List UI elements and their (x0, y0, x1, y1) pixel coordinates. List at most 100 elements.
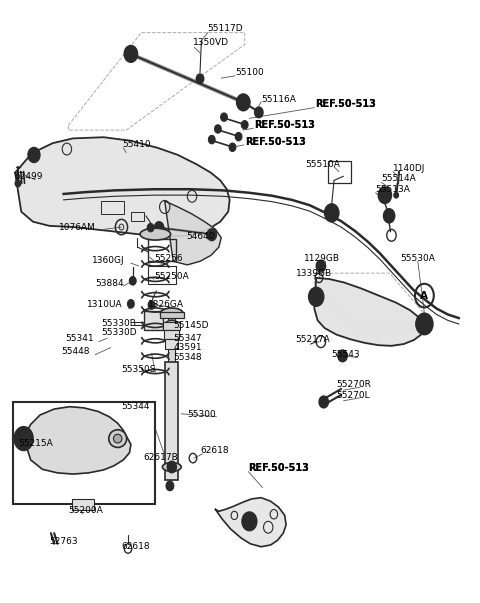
Text: REF.50-513: REF.50-513 (315, 99, 376, 109)
Polygon shape (15, 137, 229, 236)
Text: 55347: 55347 (173, 334, 202, 343)
Text: 62499: 62499 (14, 172, 43, 181)
Text: 55300: 55300 (187, 409, 216, 418)
Ellipse shape (160, 308, 183, 318)
Text: 55341: 55341 (65, 334, 94, 343)
Text: 54640: 54640 (186, 232, 215, 241)
Text: 1140DJ: 1140DJ (393, 163, 425, 172)
Circle shape (155, 222, 164, 233)
Polygon shape (216, 497, 286, 547)
Text: 55270R: 55270R (336, 380, 372, 389)
Text: A: A (420, 291, 428, 300)
Circle shape (254, 107, 263, 118)
Bar (168, 316, 175, 370)
Text: 55217A: 55217A (296, 335, 330, 344)
Text: REF.50-513: REF.50-513 (245, 137, 306, 147)
Text: REF.50-513: REF.50-513 (245, 137, 306, 147)
Text: 55410: 55410 (122, 140, 151, 149)
Text: 1310UA: 1310UA (87, 300, 123, 309)
Polygon shape (165, 201, 221, 265)
Circle shape (229, 143, 236, 151)
Circle shape (394, 192, 398, 198)
Bar (131, 212, 144, 221)
Bar (144, 311, 163, 330)
Text: 55448: 55448 (61, 347, 90, 356)
Text: 55145D: 55145D (173, 321, 209, 330)
Circle shape (215, 125, 221, 133)
Circle shape (148, 301, 155, 309)
Circle shape (208, 136, 215, 144)
Circle shape (124, 46, 137, 62)
Text: REF.50-513: REF.50-513 (249, 463, 309, 473)
Text: REF.50-513: REF.50-513 (254, 120, 315, 130)
Circle shape (246, 517, 252, 525)
Polygon shape (24, 406, 131, 474)
Circle shape (19, 433, 28, 444)
Ellipse shape (113, 434, 122, 443)
Text: 62617B: 62617B (144, 453, 178, 463)
Text: 1339GB: 1339GB (296, 269, 332, 278)
Circle shape (221, 113, 228, 121)
Bar (328, 161, 351, 183)
Text: 55330D: 55330D (101, 328, 137, 337)
Circle shape (130, 277, 136, 285)
Circle shape (313, 292, 320, 301)
Circle shape (166, 481, 174, 491)
Text: 55330B: 55330B (101, 318, 136, 327)
Text: 1129GB: 1129GB (303, 254, 339, 263)
Bar (101, 201, 124, 214)
Circle shape (128, 50, 134, 58)
Text: 55117D: 55117D (207, 24, 243, 33)
Text: 55256: 55256 (155, 254, 183, 263)
Circle shape (31, 151, 37, 159)
Bar (148, 239, 176, 261)
Ellipse shape (109, 430, 127, 447)
Text: 55513A: 55513A (375, 185, 410, 194)
Circle shape (384, 209, 395, 223)
Circle shape (416, 314, 433, 335)
Text: 62618: 62618 (200, 446, 228, 455)
Text: 55510A: 55510A (305, 160, 340, 168)
Text: 52763: 52763 (49, 537, 78, 546)
Circle shape (14, 427, 33, 450)
Text: 1360GJ: 1360GJ (92, 256, 124, 265)
Circle shape (147, 224, 154, 232)
Circle shape (329, 209, 335, 216)
Bar (164, 330, 180, 339)
Text: 55250A: 55250A (155, 272, 189, 281)
Circle shape (309, 287, 324, 306)
Circle shape (128, 300, 134, 308)
Circle shape (382, 192, 388, 198)
Circle shape (420, 319, 428, 329)
Circle shape (338, 350, 347, 362)
Text: 55350S: 55350S (121, 365, 156, 374)
Bar (163, 321, 180, 330)
Bar (165, 339, 179, 349)
Circle shape (207, 229, 216, 241)
Text: 55543: 55543 (332, 350, 360, 359)
Ellipse shape (162, 463, 181, 472)
Text: 55348: 55348 (173, 353, 202, 362)
Circle shape (167, 461, 177, 473)
Text: 55116A: 55116A (261, 95, 296, 104)
Text: REF.50-513: REF.50-513 (249, 463, 309, 473)
Text: 1350VD: 1350VD (193, 39, 229, 48)
Text: 1326GA: 1326GA (148, 300, 184, 309)
Text: 1076AM: 1076AM (59, 223, 96, 232)
Text: 53884: 53884 (96, 279, 124, 288)
Ellipse shape (140, 228, 170, 240)
Bar (160, 312, 183, 318)
Text: 43591: 43591 (173, 343, 202, 352)
Bar (148, 266, 176, 284)
Bar (13, 402, 156, 504)
Circle shape (242, 512, 257, 531)
Circle shape (237, 94, 250, 110)
Text: 55200A: 55200A (68, 507, 103, 516)
Text: 55100: 55100 (235, 68, 264, 77)
Circle shape (196, 74, 204, 83)
Ellipse shape (165, 320, 179, 327)
Text: REF.50-513: REF.50-513 (254, 120, 315, 130)
Bar (72, 499, 94, 510)
Circle shape (28, 147, 40, 163)
Text: 55344: 55344 (121, 402, 150, 411)
